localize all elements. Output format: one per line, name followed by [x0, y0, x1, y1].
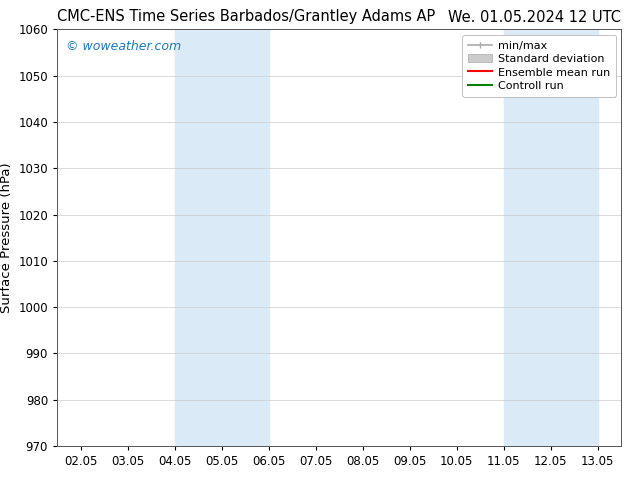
Text: We. 01.05.2024 12 UTC: We. 01.05.2024 12 UTC [448, 9, 621, 24]
Text: © woweather.com: © woweather.com [65, 40, 181, 53]
Bar [504, 29, 598, 446]
Legend: min/max, Standard deviation, Ensemble mean run, Controll run: min/max, Standard deviation, Ensemble me… [462, 35, 616, 97]
Bar [174, 29, 269, 446]
Y-axis label: Surface Pressure (hPa): Surface Pressure (hPa) [0, 162, 13, 313]
Text: CMC-ENS Time Series Barbados/Grantley Adams AP: CMC-ENS Time Series Barbados/Grantley Ad… [57, 9, 436, 24]
